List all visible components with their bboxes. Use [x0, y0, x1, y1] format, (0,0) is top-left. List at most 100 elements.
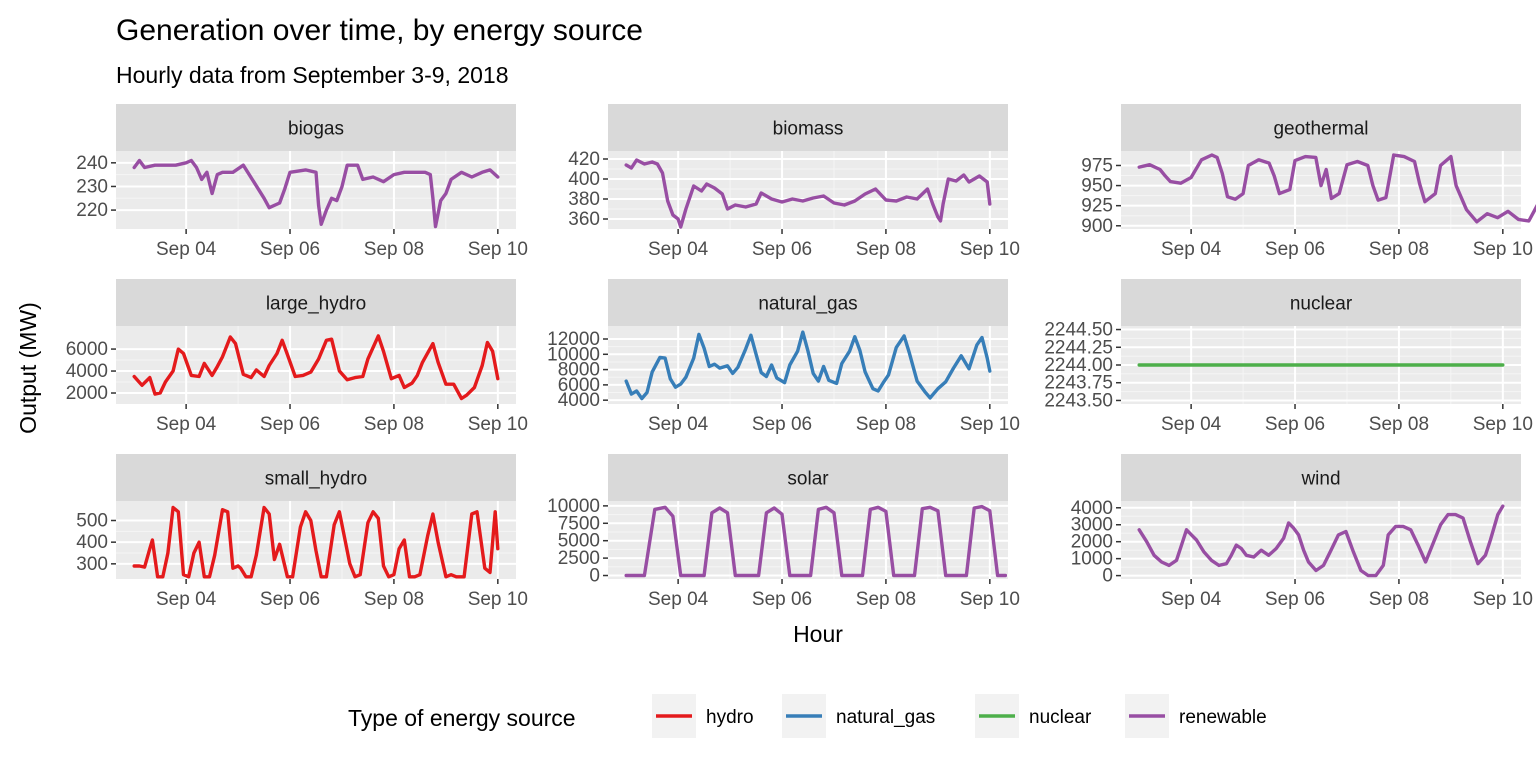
x-tick-label: Sep 10 — [1473, 414, 1533, 435]
series-line-small-hydro — [132, 505, 500, 579]
strip-background — [608, 104, 1008, 151]
strip-label: large_hydro — [266, 294, 366, 315]
x-tick-label: Sep 10 — [960, 239, 1020, 260]
y-tick-label: 975 — [1081, 155, 1113, 176]
x-tick-label: Sep 06 — [752, 239, 812, 260]
strip-background — [116, 454, 516, 501]
x-axis-title: Hour — [793, 621, 843, 647]
y-tick-label: 4000 — [1071, 498, 1113, 519]
panel-nuclear: nuclear 2243.502243.752244.002244.252244.… — [1044, 279, 1533, 435]
panel-background — [116, 501, 516, 579]
x-tick-label: Sep 04 — [1161, 414, 1222, 435]
y-tick-label: 380 — [568, 189, 600, 210]
series-line-geothermal — [1137, 153, 1536, 224]
x-tick-label: Sep 08 — [1369, 414, 1429, 435]
x-tick-label: Sep 08 — [856, 589, 916, 610]
legend-label-renewable: renewable — [1179, 707, 1267, 728]
x-tick-label: Sep 06 — [260, 589, 320, 610]
series-line-natural-gas — [624, 330, 992, 401]
y-tick-label: 360 — [568, 209, 600, 230]
y-tick-label: 400 — [568, 169, 600, 190]
y-tick-label: 2244.25 — [1044, 337, 1113, 358]
x-tick-label: Sep 06 — [752, 589, 812, 610]
x-tick-label: Sep 04 — [648, 414, 709, 435]
y-tick-label: 2500 — [558, 548, 600, 569]
x-tick-label: Sep 04 — [156, 239, 217, 260]
x-tick-label: Sep 10 — [468, 414, 528, 435]
y-tick-label: 0 — [1102, 566, 1113, 587]
strip-label: solar — [787, 469, 829, 490]
y-tick-label: 420 — [568, 149, 600, 170]
strip-background — [1121, 279, 1521, 326]
x-tick-label: Sep 04 — [648, 589, 709, 610]
chart-title: Generation over time, by energy source — [116, 14, 643, 47]
series-line-solar — [624, 504, 1008, 578]
panel-background — [1121, 151, 1521, 229]
x-tick-label: Sep 10 — [468, 239, 528, 260]
x-tick-label: Sep 04 — [156, 414, 217, 435]
strip-label: biogas — [288, 119, 344, 140]
strip-label: nuclear — [1290, 294, 1353, 315]
x-tick-label: Sep 08 — [856, 239, 916, 260]
strip-label: wind — [1300, 469, 1340, 490]
x-tick-label: Sep 10 — [960, 589, 1020, 610]
x-tick-label: Sep 04 — [1161, 239, 1222, 260]
x-tick-label: Sep 06 — [260, 414, 320, 435]
x-tick-label: Sep 06 — [1265, 414, 1325, 435]
y-tick-label: 500 — [76, 511, 108, 532]
y-tick-label: 2000 — [66, 383, 108, 404]
y-tick-label: 2000 — [1071, 532, 1113, 553]
series-line-large-hydro — [132, 334, 500, 401]
y-tick-label: 950 — [1081, 176, 1113, 197]
y-tick-label: 4000 — [66, 361, 108, 382]
y-axis-title: Output (MW) — [15, 302, 41, 434]
x-tick-label: Sep 06 — [1265, 239, 1325, 260]
y-tick-label: 300 — [76, 554, 108, 575]
x-tick-label: Sep 10 — [1473, 589, 1533, 610]
series-line-biogas — [132, 158, 500, 229]
y-tick-label: 3000 — [1071, 515, 1113, 536]
strip-label: small_hydro — [265, 469, 367, 490]
series-line-wind — [1137, 504, 1505, 578]
y-tick-label: 6000 — [558, 375, 600, 396]
x-tick-label: Sep 08 — [364, 239, 424, 260]
strip-label: geothermal — [1273, 119, 1368, 140]
chart-subtitle: Hourly data from September 3-9, 2018 — [116, 62, 508, 88]
strip-background — [116, 104, 516, 151]
strip-background — [608, 279, 1008, 326]
x-tick-label: Sep 08 — [1369, 239, 1429, 260]
x-tick-label: Sep 04 — [156, 589, 217, 610]
strip-background — [1121, 454, 1521, 501]
legend-label-hydro: hydro — [706, 707, 754, 728]
strip-background — [1121, 104, 1521, 151]
x-tick-label: Sep 06 — [260, 239, 320, 260]
y-tick-label: 2244.00 — [1044, 355, 1113, 376]
y-tick-label: 8000 — [558, 360, 600, 381]
series-line-biomass — [624, 158, 992, 229]
y-tick-label: 240 — [76, 153, 108, 174]
panel-background — [608, 151, 1008, 229]
x-tick-label: Sep 08 — [1369, 589, 1429, 610]
y-tick-label: 925 — [1081, 196, 1113, 217]
y-tick-label: 230 — [76, 176, 108, 197]
x-tick-label: Sep 04 — [648, 239, 709, 260]
legend-label-natural-gas: natural_gas — [836, 707, 935, 728]
y-tick-label: 400 — [76, 532, 108, 553]
y-tick-label: 220 — [76, 200, 108, 221]
x-tick-label: Sep 06 — [1265, 589, 1325, 610]
strip-background — [608, 454, 1008, 501]
y-tick-label: 1000 — [1071, 549, 1113, 570]
x-tick-label: Sep 08 — [856, 414, 916, 435]
y-tick-label: 6000 — [66, 339, 108, 360]
x-tick-label: Sep 06 — [752, 414, 812, 435]
y-tick-label: 12000 — [547, 329, 600, 350]
y-tick-label: 2244.50 — [1044, 320, 1113, 341]
x-tick-label: Sep 10 — [960, 414, 1020, 435]
legend-title: Type of energy source — [348, 705, 576, 731]
